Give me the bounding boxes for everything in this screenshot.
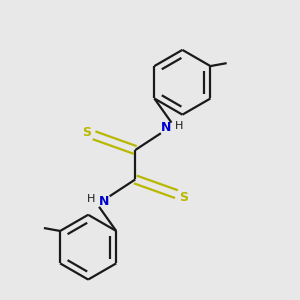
Text: N: N: [99, 195, 110, 208]
Text: H: H: [175, 122, 184, 131]
Text: N: N: [161, 122, 171, 134]
Text: H: H: [87, 194, 95, 204]
Text: S: S: [179, 190, 188, 204]
Text: S: S: [82, 126, 91, 139]
